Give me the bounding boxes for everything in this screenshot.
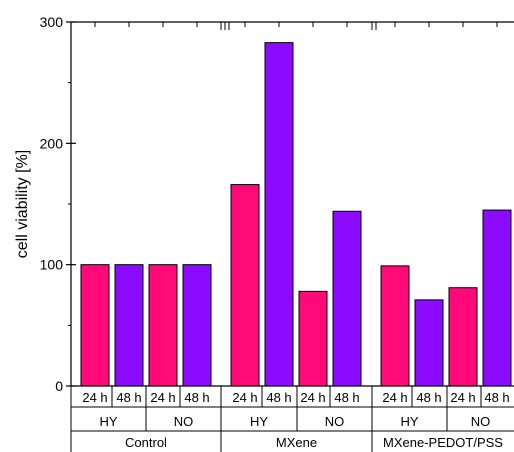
condition-label: HY (99, 414, 117, 429)
bar (448, 287, 478, 387)
condition-label: HY (250, 414, 268, 429)
y-tick-label: 200 (40, 135, 64, 151)
time-label: 24 h (300, 390, 325, 405)
bar (482, 209, 512, 387)
time-label: 24 h (82, 390, 107, 405)
time-label: 48 h (334, 390, 359, 405)
time-label: 48 h (116, 390, 141, 405)
bars-layer (80, 42, 512, 387)
group-label: MXene (276, 435, 317, 450)
condition-label: NO (471, 414, 491, 429)
bar (332, 210, 362, 387)
time-label: 24 h (150, 390, 175, 405)
group-label: MXene-PEDOT/PSS (383, 435, 503, 450)
time-label: 48 h (416, 390, 441, 405)
bar (380, 265, 410, 387)
condition-label: NO (174, 414, 194, 429)
time-label: 24 h (232, 390, 257, 405)
labels-layer: 0 100 200 300 24 h 48 h 24 h 48 h 24 h 48 h 24 h 48… (40, 14, 510, 450)
bar (114, 264, 144, 387)
bar (80, 264, 110, 387)
time-label: 48 h (266, 390, 291, 405)
bar (298, 290, 328, 387)
y-tick-label: 0 (55, 378, 63, 394)
condition-label: NO (325, 414, 345, 429)
time-label: 24 h (450, 390, 475, 405)
time-label: 48 h (484, 390, 509, 405)
bar (148, 264, 178, 387)
axes-layer (66, 21, 514, 452)
group-label: Control (125, 435, 167, 450)
y-axis-label: cell viability [%] (14, 150, 31, 258)
bar (414, 299, 444, 387)
bar (182, 264, 212, 387)
condition-label: HY (400, 414, 418, 429)
y-tick-label: 100 (40, 257, 64, 273)
y-tick-label: 300 (40, 14, 64, 30)
time-label: 24 h (382, 390, 407, 405)
bar (230, 184, 260, 387)
time-label: 48 h (184, 390, 209, 405)
bar (264, 42, 294, 387)
